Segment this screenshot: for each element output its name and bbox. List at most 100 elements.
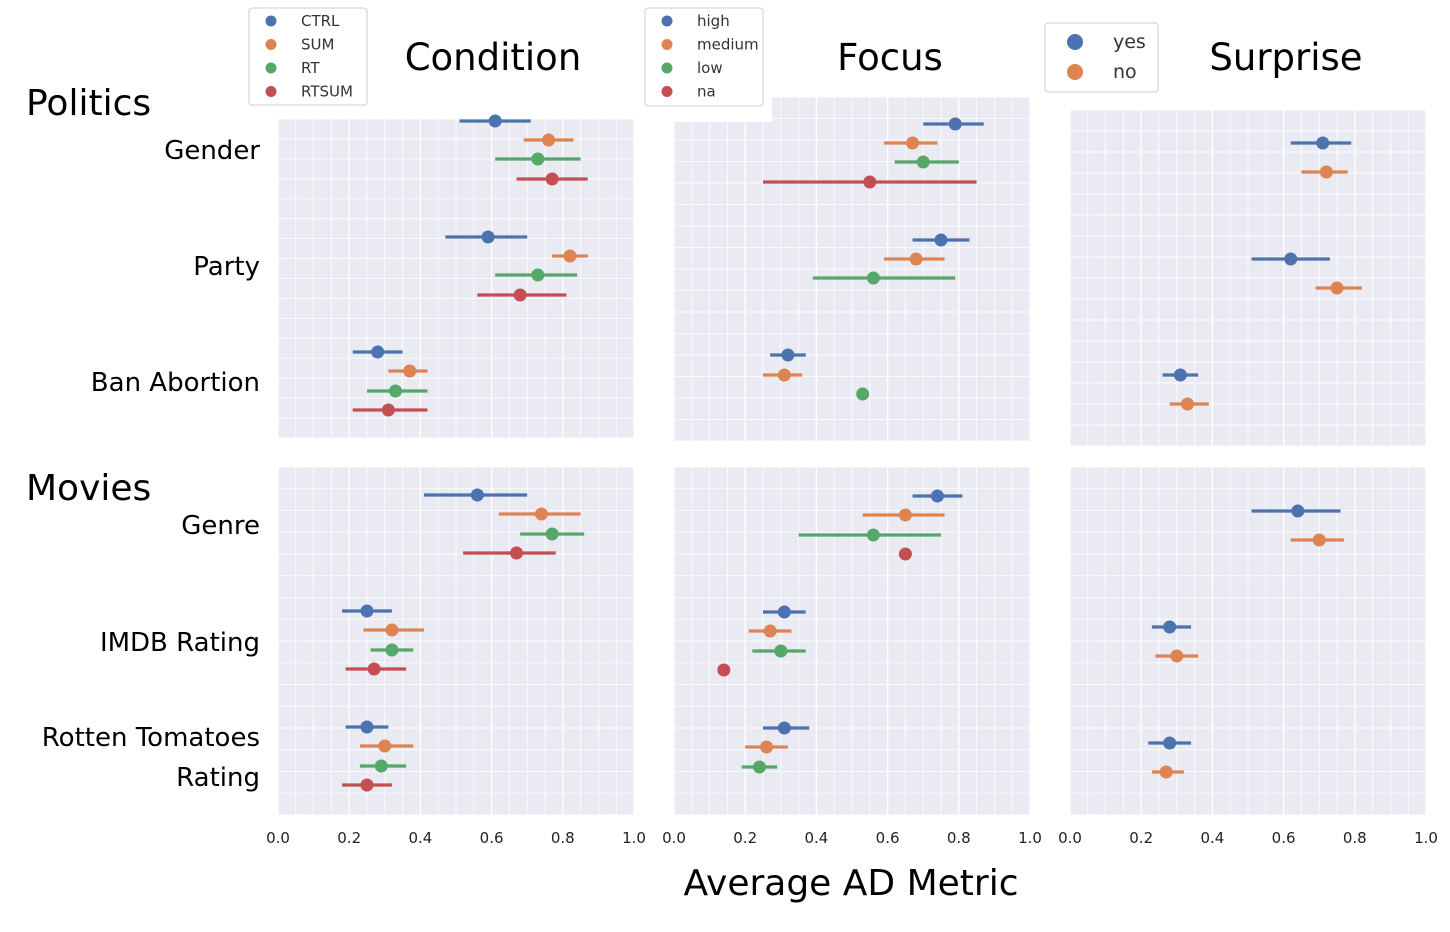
point-estimate bbox=[1284, 252, 1298, 266]
legend-marker bbox=[661, 39, 673, 50]
x-tick-label: 0.6 bbox=[876, 829, 900, 847]
point-estimate bbox=[781, 348, 795, 362]
point-estimate bbox=[371, 345, 385, 359]
legend-marker bbox=[1067, 64, 1083, 80]
point-estimate bbox=[934, 233, 948, 247]
point-estimate bbox=[866, 271, 880, 285]
panels-layer: 0.0 0.2 0.4 0.6 0.8 1.0 0.0 0.2 0.4 0.6 0.8 1.0 0.0 0… bbox=[266, 96, 1438, 847]
row-label-gender: Gender bbox=[164, 136, 260, 166]
point-estimate bbox=[481, 230, 495, 244]
row-label-genre: Genre bbox=[181, 511, 260, 541]
point-estimate bbox=[763, 624, 777, 638]
point-estimate bbox=[948, 117, 962, 131]
point-estimate bbox=[385, 643, 399, 657]
point-estimate bbox=[470, 488, 484, 502]
point-estimate bbox=[378, 739, 392, 753]
point-estimate bbox=[717, 663, 731, 677]
point-estimate bbox=[531, 152, 545, 166]
legend-box bbox=[644, 7, 764, 107]
point-estimate bbox=[388, 384, 402, 398]
x-axis-title: Average AD Metric bbox=[684, 863, 1019, 904]
x-tick-label: 0.4 bbox=[804, 829, 828, 847]
legend-label: yes bbox=[1113, 31, 1146, 53]
x-tick-label: 1.0 bbox=[622, 829, 646, 847]
point-estimate bbox=[774, 644, 788, 658]
point-estimate bbox=[777, 368, 791, 382]
point-estimate bbox=[898, 508, 912, 522]
point-estimate bbox=[866, 528, 880, 542]
row-label-ban-abortion: Ban Abortion bbox=[91, 368, 260, 398]
point-estimate bbox=[1163, 620, 1177, 634]
point-estimate bbox=[563, 249, 577, 263]
legend-marker bbox=[265, 15, 277, 27]
point-estimate bbox=[856, 387, 870, 401]
column-title-surprise: Surprise bbox=[1209, 36, 1362, 79]
point-estimate bbox=[381, 403, 395, 417]
point-estimate bbox=[1316, 136, 1330, 150]
point-estimate bbox=[1159, 765, 1173, 779]
point-estimate bbox=[906, 136, 920, 150]
legend-label: medium bbox=[697, 36, 759, 54]
x-tick-label: 0.8 bbox=[551, 829, 575, 847]
legend-label: na bbox=[697, 83, 716, 101]
x-tick-label: 0.0 bbox=[662, 829, 686, 847]
point-estimate bbox=[488, 114, 502, 128]
legend-marker bbox=[1067, 34, 1083, 50]
x-tick-label: 0.6 bbox=[1272, 829, 1296, 847]
point-estimate bbox=[360, 720, 374, 734]
point-estimate bbox=[510, 546, 524, 560]
legend-marker bbox=[661, 62, 673, 74]
point-estimate bbox=[1180, 397, 1194, 411]
x-tick-label: 0.2 bbox=[733, 829, 757, 847]
x-tick-label: 0.2 bbox=[337, 829, 361, 847]
column-title-condition: Condition bbox=[405, 36, 582, 79]
legends-layer: CTRL SUM RT RTSUM high medium low na yes no bbox=[246, 0, 1167, 122]
point-estimate bbox=[542, 133, 556, 147]
point-estimate bbox=[534, 507, 548, 521]
point-estimate bbox=[1319, 165, 1333, 179]
point-estimate bbox=[360, 778, 374, 792]
point-estimate bbox=[403, 364, 417, 378]
legend-label: RTSUM bbox=[301, 83, 353, 101]
point-estimate bbox=[360, 604, 374, 618]
legend-label: high bbox=[697, 12, 730, 30]
point-estimate bbox=[374, 759, 388, 773]
legend-label: low bbox=[697, 59, 723, 77]
point-estimate bbox=[1163, 736, 1177, 750]
point-estimate bbox=[531, 268, 545, 282]
point-estimate bbox=[545, 172, 559, 186]
row-label-party: Party bbox=[193, 252, 260, 282]
x-tick-label: 0.0 bbox=[1058, 829, 1082, 847]
point-estimate bbox=[898, 547, 912, 561]
point-estimate bbox=[760, 740, 774, 754]
point-estimate bbox=[367, 662, 381, 676]
point-estimate bbox=[1312, 533, 1326, 547]
x-tick-label: 0.4 bbox=[1200, 829, 1224, 847]
point-estimate bbox=[777, 605, 791, 619]
point-estimate bbox=[513, 288, 527, 302]
row-label-rotten-tomatoes: Rotten Tomatoes bbox=[42, 723, 260, 753]
group-title-movies: Movies bbox=[26, 468, 151, 509]
legend-marker bbox=[265, 39, 277, 50]
marks-layer bbox=[342, 114, 1362, 792]
row-label-rating: Rating bbox=[176, 763, 260, 793]
point-estimate bbox=[909, 252, 923, 266]
legend-marker bbox=[265, 86, 277, 97]
legend-marker bbox=[265, 62, 277, 74]
point-estimate bbox=[545, 527, 559, 541]
legend-label: RT bbox=[301, 59, 320, 77]
legend-marker bbox=[661, 15, 673, 27]
point-estimate bbox=[1330, 281, 1344, 295]
legend-label: CTRL bbox=[301, 12, 340, 30]
x-tick-label: 0.2 bbox=[1129, 829, 1153, 847]
point-estimate bbox=[916, 155, 930, 169]
legend-label: SUM bbox=[301, 36, 334, 54]
point-estimate bbox=[930, 489, 944, 503]
legend-label: no bbox=[1113, 61, 1137, 83]
legend-focus: high medium low na bbox=[644, 7, 764, 107]
row-label-imdb-rating: IMDB Rating bbox=[100, 628, 260, 658]
group-title-politics: Politics bbox=[26, 83, 151, 124]
legend-marker bbox=[661, 86, 673, 97]
x-tick-label: 0.8 bbox=[947, 829, 971, 847]
